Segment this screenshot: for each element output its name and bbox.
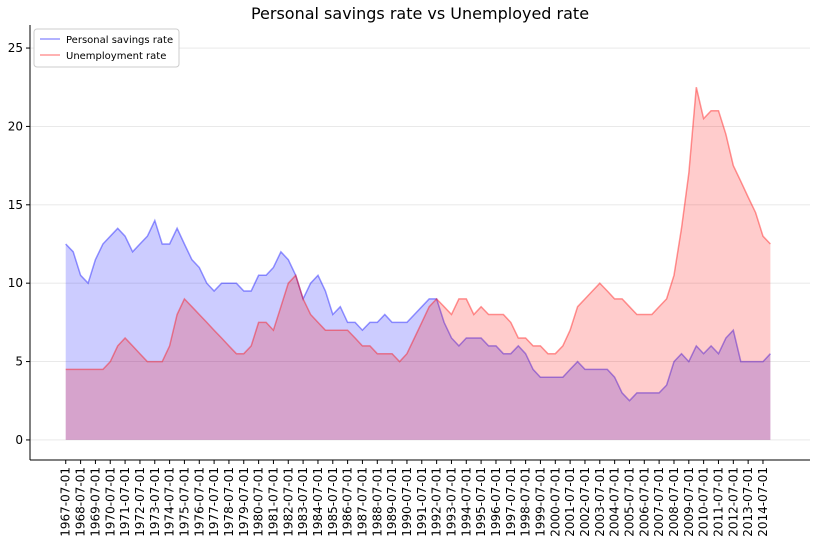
- x-tick-label: 1993-07-01: [444, 467, 458, 537]
- legend-label: Personal savings rate: [66, 35, 173, 46]
- x-tick-label: 1972-07-01: [133, 467, 147, 537]
- x-tick-label: 1973-07-01: [148, 467, 162, 537]
- x-tick-label: 2006-07-01: [637, 467, 651, 537]
- x-tick-label: 1989-07-01: [385, 467, 399, 537]
- x-tick-label: 1995-07-01: [474, 467, 488, 537]
- y-tick-label: 15: [8, 198, 23, 212]
- x-tick-label: 1969-07-01: [88, 467, 102, 537]
- x-tick-label: 2013-07-01: [741, 467, 755, 537]
- x-tick-label: 1997-07-01: [504, 467, 518, 537]
- x-tick-label: 2009-07-01: [682, 467, 696, 537]
- x-tick-label: 1994-07-01: [459, 467, 473, 537]
- chart-title: Personal savings rate vs Unemployed rate: [251, 4, 589, 23]
- x-tick-label: 2014-07-01: [756, 467, 770, 537]
- x-tick-label: 1975-07-01: [177, 467, 191, 537]
- legend-label: Unemployment rate: [66, 51, 166, 62]
- x-tick-label: 1984-07-01: [311, 467, 325, 537]
- x-tick-label: 1986-07-01: [341, 467, 355, 537]
- x-tick-label: 1991-07-01: [415, 467, 429, 537]
- line: [65, 87, 771, 371]
- x-tick-label: 1970-07-01: [103, 467, 117, 537]
- area: [65, 87, 771, 440]
- x-tick-label: 2010-07-01: [697, 467, 711, 537]
- x-tick-label: 2002-07-01: [578, 467, 592, 537]
- x-tick-label: 1974-07-01: [163, 467, 177, 537]
- x-tick-label: 1999-07-01: [533, 467, 547, 537]
- x-tick-label: 1998-07-01: [519, 467, 533, 537]
- area: [65, 220, 771, 440]
- y-tick-label: 10: [8, 276, 23, 290]
- x-tick-label: 1990-07-01: [400, 467, 414, 537]
- x-tick-label: 1982-07-01: [281, 467, 295, 537]
- x-tick-label: 1988-07-01: [370, 467, 384, 537]
- x-tick-label: 2001-07-01: [563, 467, 577, 537]
- x-tick-label: 1992-07-01: [430, 467, 444, 537]
- x-tick-label: 1967-07-01: [59, 467, 73, 537]
- x-tick-label: 1978-07-01: [222, 467, 236, 537]
- x-tick-label: 2003-07-01: [593, 467, 607, 537]
- y-tick-label: 20: [8, 119, 23, 133]
- x-tick-label: 1971-07-01: [118, 467, 132, 537]
- x-tick-label: 2012-07-01: [726, 467, 740, 537]
- x-tick-label: 1979-07-01: [237, 467, 251, 537]
- y-tick-label: 0: [15, 433, 23, 447]
- x-tick-label: 1977-07-01: [207, 467, 221, 537]
- x-tick-label: 2000-07-01: [548, 467, 562, 537]
- x-tick-label: 1996-07-01: [489, 467, 503, 537]
- legend-box: [33, 28, 180, 68]
- x-tick-label: 2011-07-01: [711, 467, 725, 537]
- legend: Personal savings rate Unemployment rate: [33, 28, 180, 68]
- x-tick-label: 1980-07-01: [252, 467, 266, 537]
- x-tick-label: 2005-07-01: [622, 467, 636, 537]
- line: [65, 218, 771, 402]
- x-tick-label: 1983-07-01: [296, 467, 310, 537]
- x-tick-label: 2008-07-01: [667, 467, 681, 537]
- x-tick-label: 1968-07-01: [74, 467, 88, 537]
- y-tick-label: 5: [15, 355, 23, 369]
- x-tick-label: 1985-07-01: [326, 467, 340, 537]
- x-tick-label: 1981-07-01: [266, 467, 280, 537]
- x-tick-label: 1976-07-01: [192, 467, 206, 537]
- y-tick-label: 25: [8, 41, 23, 55]
- x-tick-label: 2007-07-01: [652, 467, 666, 537]
- x-tick-label: 1987-07-01: [355, 467, 369, 537]
- x-tick-label: 2004-07-01: [608, 467, 622, 537]
